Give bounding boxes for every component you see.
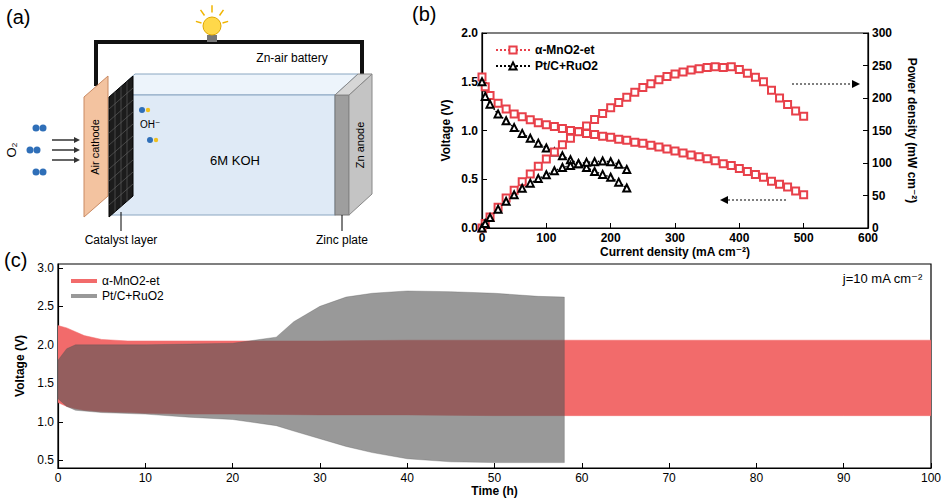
svg-text:OH⁻: OH⁻ — [140, 119, 160, 130]
svg-text:1.0: 1.0 — [37, 415, 54, 429]
svg-text:Voltage (V): Voltage (V) — [13, 335, 27, 397]
svg-text:Air cathode: Air cathode — [89, 119, 101, 175]
svg-text:Power density (mW cm⁻²): Power density (mW cm⁻²) — [905, 58, 919, 204]
svg-text:j=10 mA cm⁻²: j=10 mA cm⁻² — [842, 271, 923, 286]
svg-text:(c): (c) — [4, 249, 27, 271]
svg-text:Current density (mA cm⁻²): Current density (mA cm⁻²) — [600, 245, 750, 259]
svg-text:0: 0 — [872, 221, 879, 235]
svg-text:200: 200 — [872, 91, 892, 105]
svg-text:80: 80 — [750, 471, 764, 485]
svg-text:Time (h): Time (h) — [471, 484, 517, 498]
svg-text:α-MnO2-et: α-MnO2-et — [535, 43, 594, 57]
svg-text:2.0: 2.0 — [461, 26, 478, 40]
svg-text:(b): (b) — [412, 3, 436, 25]
svg-text:Zn anode: Zn anode — [354, 122, 366, 168]
svg-text:α-MnO2-et: α-MnO2-et — [102, 274, 160, 288]
svg-text:0: 0 — [479, 231, 486, 245]
svg-text:300: 300 — [872, 26, 892, 40]
svg-text:100: 100 — [536, 231, 556, 245]
svg-text:(a): (a) — [6, 6, 30, 28]
svg-text:300: 300 — [665, 231, 685, 245]
svg-text:Pt/C+RuO2: Pt/C+RuO2 — [102, 289, 164, 303]
svg-text:Catalyst layer: Catalyst layer — [85, 233, 158, 247]
svg-text:250: 250 — [872, 59, 892, 73]
svg-text:30: 30 — [313, 471, 327, 485]
svg-text:10: 10 — [139, 471, 153, 485]
svg-text:Voltage (V): Voltage (V) — [439, 100, 453, 162]
svg-text:0.5: 0.5 — [461, 172, 478, 186]
svg-text:O₂: O₂ — [4, 142, 19, 157]
svg-text:500: 500 — [794, 231, 814, 245]
svg-text:20: 20 — [226, 471, 240, 485]
svg-text:100: 100 — [872, 156, 892, 170]
svg-text:1.0: 1.0 — [461, 124, 478, 138]
svg-text:0.5: 0.5 — [37, 453, 54, 467]
svg-text:400: 400 — [729, 231, 749, 245]
svg-text:Zn-air battery: Zn-air battery — [256, 51, 327, 65]
svg-text:60: 60 — [575, 471, 589, 485]
svg-text:70: 70 — [662, 471, 676, 485]
svg-text:200: 200 — [601, 231, 621, 245]
svg-text:6M KOH: 6M KOH — [210, 153, 260, 168]
svg-text:0: 0 — [55, 471, 62, 485]
svg-text:1.5: 1.5 — [37, 376, 54, 390]
svg-text:90: 90 — [837, 471, 851, 485]
svg-text:1.5: 1.5 — [461, 75, 478, 89]
svg-text:Pt/C+RuO2: Pt/C+RuO2 — [535, 59, 598, 73]
svg-text:2.0: 2.0 — [37, 338, 54, 352]
svg-text:50: 50 — [488, 471, 502, 485]
svg-text:0.0: 0.0 — [461, 221, 478, 235]
svg-text:600: 600 — [858, 231, 878, 245]
svg-text:3.0: 3.0 — [37, 261, 54, 275]
svg-text:50: 50 — [872, 189, 886, 203]
svg-text:150: 150 — [872, 124, 892, 138]
svg-text:100: 100 — [921, 471, 941, 485]
svg-text:Zinc plate: Zinc plate — [316, 233, 368, 247]
svg-text:2.5: 2.5 — [37, 299, 54, 313]
svg-text:40: 40 — [401, 471, 415, 485]
